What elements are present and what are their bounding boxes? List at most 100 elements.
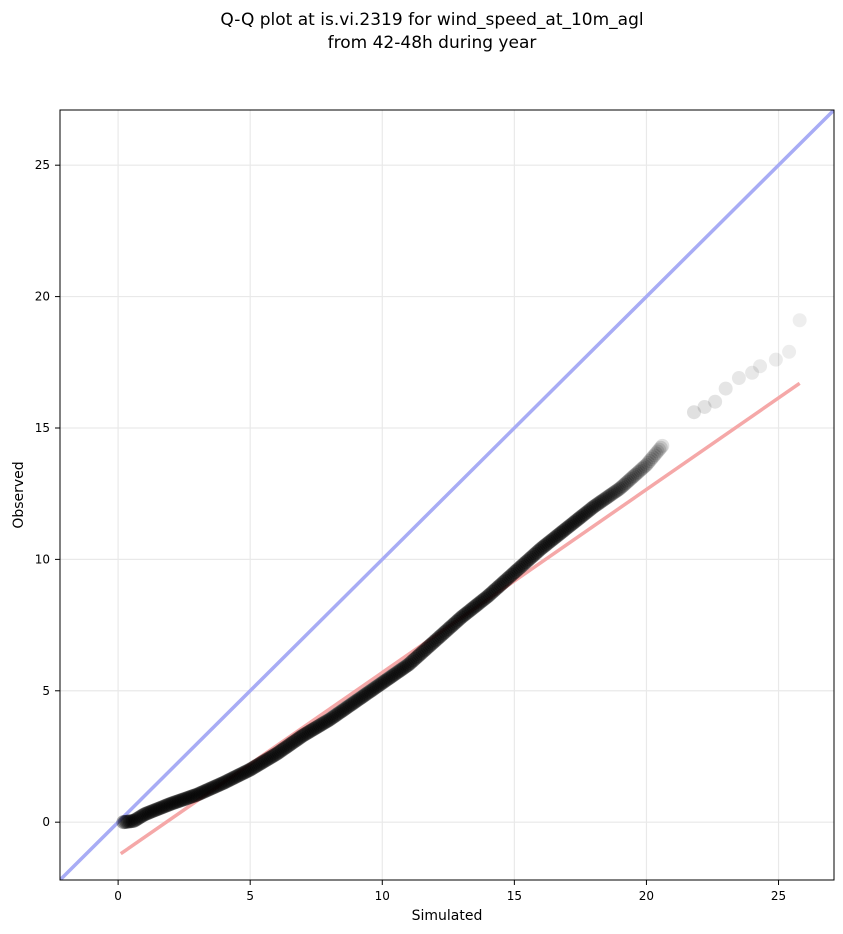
data-point xyxy=(517,556,532,571)
data-point xyxy=(190,787,205,802)
data-point xyxy=(151,801,166,816)
data-point xyxy=(644,452,659,467)
data-point xyxy=(526,548,541,563)
data-point xyxy=(182,790,197,805)
data-point xyxy=(393,663,408,678)
data-point xyxy=(587,499,602,514)
data-point xyxy=(588,498,603,513)
data-point xyxy=(319,714,334,729)
data-point xyxy=(446,617,461,632)
y-tick-label: 5 xyxy=(42,684,50,698)
data-point xyxy=(341,699,356,714)
data-point xyxy=(550,528,565,543)
data-point xyxy=(149,802,164,817)
data-point xyxy=(549,529,564,544)
data-point xyxy=(116,815,131,830)
data-point xyxy=(352,691,367,706)
data-point xyxy=(339,700,354,715)
data-point xyxy=(263,750,278,765)
data-point xyxy=(534,541,549,556)
data-point xyxy=(216,776,231,791)
data-point xyxy=(582,503,597,518)
grid xyxy=(60,110,834,880)
quantile-points xyxy=(116,438,670,830)
data-point xyxy=(292,731,307,746)
data-point xyxy=(645,450,660,465)
data-point xyxy=(181,790,196,805)
x-axis-label: Simulated xyxy=(412,908,483,924)
data-point xyxy=(189,787,204,802)
data-point xyxy=(479,590,494,605)
data-point xyxy=(466,600,481,615)
data-point xyxy=(653,440,668,455)
data-point xyxy=(396,660,411,675)
data-point xyxy=(434,627,449,642)
data-point xyxy=(482,587,497,602)
data-point xyxy=(560,520,575,535)
data-point xyxy=(325,710,340,725)
data-point xyxy=(447,616,462,631)
x-tick-label: 5 xyxy=(246,889,254,903)
x-tick-label: 15 xyxy=(507,889,522,903)
data-point xyxy=(217,775,232,790)
data-point xyxy=(152,801,167,816)
data-point xyxy=(428,633,443,648)
data-point xyxy=(254,756,269,771)
data-point xyxy=(171,794,186,809)
data-point xyxy=(425,636,440,651)
y-tick-label: 0 xyxy=(42,815,50,829)
data-point xyxy=(792,313,807,328)
data-point xyxy=(496,574,511,589)
data-point xyxy=(173,793,188,808)
data-point xyxy=(460,605,475,620)
data-point xyxy=(295,728,310,743)
data-point xyxy=(141,805,156,820)
data-point xyxy=(289,733,304,748)
data-point xyxy=(211,778,226,793)
data-point xyxy=(368,680,383,695)
data-point xyxy=(228,769,243,784)
data-point xyxy=(314,717,329,732)
data-point xyxy=(271,745,286,760)
data-point xyxy=(162,797,177,812)
data-point xyxy=(224,772,239,787)
fit-line xyxy=(119,381,801,856)
data-point xyxy=(507,565,522,580)
data-point xyxy=(214,776,229,791)
data-point xyxy=(572,510,587,525)
data-point xyxy=(293,729,308,744)
data-point xyxy=(268,747,283,762)
data-point xyxy=(279,739,294,754)
data-point xyxy=(165,796,180,811)
data-point xyxy=(629,466,644,481)
data-point xyxy=(455,609,470,624)
data-point xyxy=(591,496,606,511)
data-point xyxy=(297,727,312,742)
data-point xyxy=(485,584,500,599)
data-point xyxy=(512,560,527,575)
data-point xyxy=(404,654,419,669)
data-point xyxy=(782,344,797,359)
data-point xyxy=(686,405,701,420)
data-point xyxy=(273,744,288,759)
data-point xyxy=(301,724,316,739)
data-point xyxy=(614,480,629,495)
y-axis-label: Observed xyxy=(11,461,27,528)
data-point xyxy=(626,469,641,484)
data-point xyxy=(192,786,207,801)
data-point xyxy=(439,623,454,638)
data-point xyxy=(504,567,519,582)
data-point xyxy=(127,813,142,828)
data-point xyxy=(138,806,153,821)
data-point xyxy=(246,760,261,775)
data-point xyxy=(633,463,648,478)
data-point xyxy=(576,508,591,523)
data-point xyxy=(184,789,199,804)
data-point xyxy=(403,656,418,671)
data-point xyxy=(564,517,579,532)
data-point xyxy=(247,759,262,774)
data-point xyxy=(371,678,386,693)
data-point xyxy=(382,670,397,685)
data-point xyxy=(203,781,218,796)
data-point xyxy=(731,371,746,386)
